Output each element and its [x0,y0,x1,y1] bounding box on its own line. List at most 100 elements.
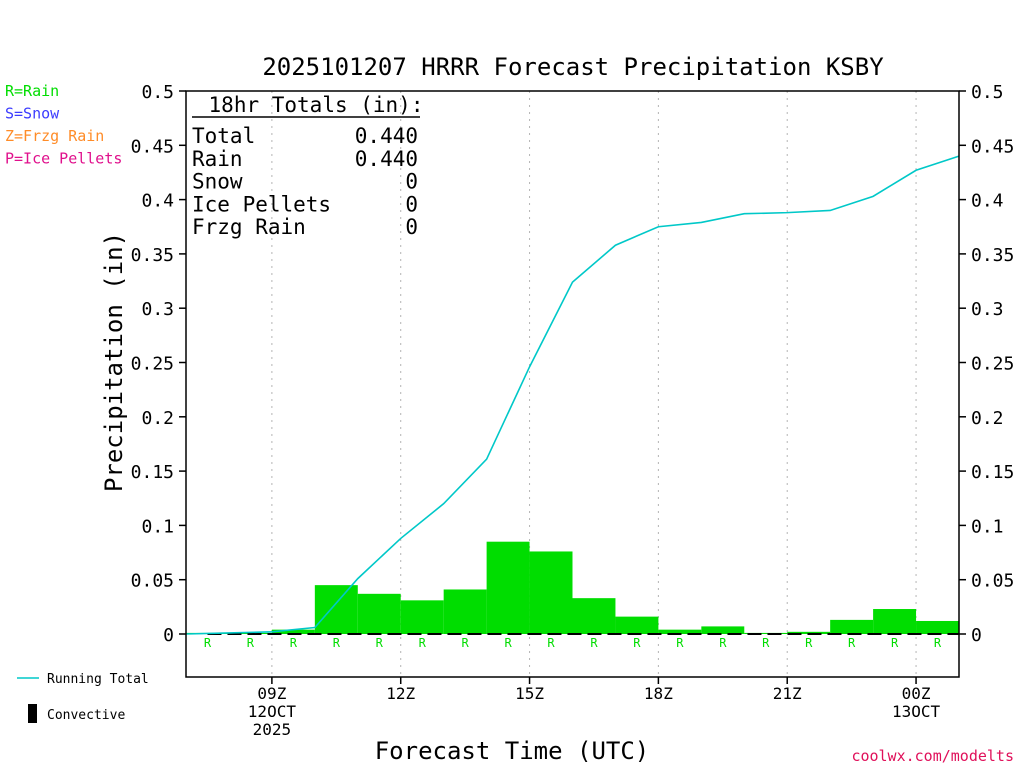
y-ticks-left: 0 0.05 0.1 0.15 0.2 0.25 0.3 0.35 0.4 0.45 0.5 [131,82,186,646]
y-tick-label: 0.05 [971,571,1014,592]
totals-label: Ice Pellets [192,192,331,216]
type-code: R [762,636,770,650]
totals-value: 0.440 [355,124,418,148]
type-code: R [676,636,684,650]
y-tick-label: 0 [971,625,982,646]
bar [486,541,530,634]
legend-entry: Convective [47,708,125,723]
legend-entry: Z=Frzg Rain [5,127,104,145]
type-code: R [504,636,512,650]
type-code: R [934,636,942,650]
totals-value: 0 [405,215,418,239]
bar [357,593,401,634]
totals-value: 0.440 [355,147,418,171]
type-code: R [419,636,427,650]
totals-value: 0 [405,192,418,216]
rain-bars [186,541,959,634]
grid-lines [271,91,917,677]
bar [400,600,444,634]
y-tick-label: 0.25 [971,354,1014,375]
x-tick-label: 21Z [773,684,802,703]
y-tick-label: 0.1 [141,516,174,537]
bar [615,616,659,634]
y-tick-label: 0.5 [971,82,1004,103]
totals-label: Frzg Rain [192,215,306,239]
totals-value: 0 [405,170,418,194]
type-code: R [805,636,813,650]
running-total-line [185,155,960,635]
y-tick-label: 0.4 [141,191,174,212]
convective-swatch [28,704,37,723]
bar [701,626,745,634]
x-tick-label: 13OCT [892,702,941,721]
bar [873,609,917,634]
x-axis-label: Forecast Time (UTC) [375,737,650,765]
y-tick-label: 0.2 [141,408,174,429]
y-tick-label: 0.45 [971,136,1014,157]
bar [271,629,315,634]
type-code: R [848,636,856,650]
x-tick-label: 09Z [257,684,286,703]
chart-title: 2025101207 HRRR Forecast Precipitation K… [262,53,884,81]
y-tick-label: 0.3 [141,299,174,320]
bar [830,619,874,634]
x-tick-label: 18Z [644,684,673,703]
y-tick-label: 0.5 [141,82,174,103]
y-tick-label: 0.15 [131,462,174,483]
legend-entry: S=Snow [5,105,60,123]
totals-label: Rain [192,147,243,171]
y-axis-label: Precipitation (in) [100,232,128,492]
bar [572,598,616,634]
bar [787,631,831,634]
totals-box: 18hr Totals (in): Total 0.440 Rain 0.440 Sno… [192,93,423,239]
y-tick-label: 0.4 [971,191,1004,212]
bar [744,632,788,634]
type-code: R [891,636,899,650]
type-code: R [633,636,641,650]
y-tick-label: 0.2 [971,408,1004,429]
bar [916,620,959,634]
totals-label: Snow [192,170,243,194]
x-tick-label: 12Z [386,684,415,703]
running-total-polyline [185,155,960,635]
y-tick-label: 0.35 [971,245,1014,266]
totals-header: 18hr Totals (in): [209,93,424,117]
bar [529,551,573,634]
type-code: R [462,636,470,650]
totals-label: Total [192,124,255,148]
y-tick-label: 0 [163,625,174,646]
y-tick-label: 0.3 [971,299,1004,320]
series-legend: Running Total Convective [17,672,149,723]
type-code: R [376,636,384,650]
y-tick-label: 0.45 [131,136,174,157]
y-tick-label: 0.25 [131,354,174,375]
type-code: R [719,636,727,650]
bar [658,629,702,634]
type-code: R [547,636,555,650]
x-tick-label: 12OCT [248,702,297,721]
legend-entry: Running Total [47,672,149,687]
type-code: R [333,636,341,650]
y-tick-label: 0.05 [131,571,174,592]
x-tick-label: 15Z [515,684,544,703]
y-tick-label: 0.35 [131,245,174,266]
y-tick-label: 0.1 [971,516,1004,537]
precip-type-legend: R=Rain S=Snow Z=Frzg Rain P=Ice Pellets [5,82,122,168]
type-code: R [247,636,255,650]
bar [443,589,487,634]
legend-entry: P=Ice Pellets [5,150,122,168]
x-tick-label: 2025 [253,720,292,739]
legend-entry: R=Rain [5,82,59,100]
y-ticks-right: 0 0.05 0.1 0.15 0.2 0.25 0.3 0.35 0.4 0.45 0.5 [959,82,1014,646]
bar [314,585,358,634]
plot-frame [185,90,960,678]
credit-text: coolwx.com/modelts [851,747,1014,765]
type-code: R [290,636,298,650]
frame [185,90,960,678]
type-code: R [204,636,212,650]
type-code: R [590,636,598,650]
y-tick-label: 0.15 [971,462,1014,483]
